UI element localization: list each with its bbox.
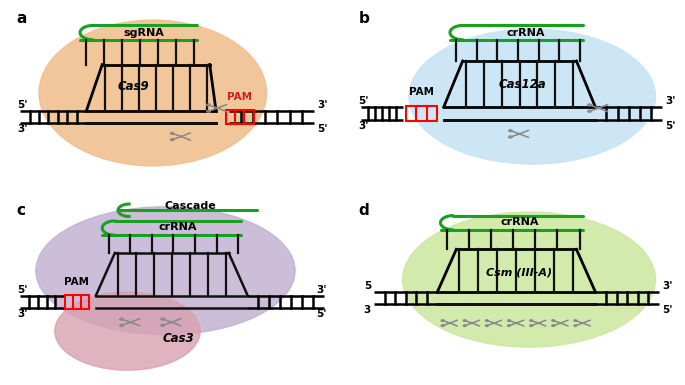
Text: Cas9: Cas9	[118, 80, 149, 93]
Text: 3': 3'	[316, 285, 327, 295]
Text: 3': 3'	[17, 124, 27, 134]
Text: Cascade: Cascade	[165, 201, 216, 211]
Text: 5': 5'	[316, 309, 327, 319]
Text: 5': 5'	[662, 305, 672, 315]
Ellipse shape	[36, 207, 295, 335]
Circle shape	[181, 136, 182, 137]
Text: Cas3: Cas3	[162, 332, 194, 345]
Text: 5': 5'	[17, 100, 27, 110]
Text: crRNA: crRNA	[500, 217, 539, 227]
Circle shape	[217, 108, 219, 109]
Ellipse shape	[39, 20, 266, 166]
Bar	[225, 110, 254, 124]
Text: 3': 3'	[17, 309, 27, 319]
Bar	[65, 295, 89, 309]
Bar	[406, 106, 437, 121]
Text: 5: 5	[364, 281, 371, 291]
Text: 3': 3'	[317, 100, 327, 110]
Text: 5': 5'	[358, 96, 369, 106]
Circle shape	[598, 108, 599, 109]
Text: PAM: PAM	[227, 92, 252, 102]
Text: 3: 3	[364, 305, 371, 315]
Text: b: b	[358, 11, 369, 26]
Text: 5': 5'	[17, 285, 27, 295]
Circle shape	[171, 322, 173, 323]
Text: PAM: PAM	[409, 87, 434, 97]
Text: d: d	[358, 203, 369, 218]
Text: c: c	[17, 203, 26, 218]
Text: sgRNA: sgRNA	[123, 28, 164, 38]
Ellipse shape	[55, 292, 200, 370]
Ellipse shape	[403, 212, 656, 347]
Text: a: a	[17, 11, 27, 26]
Text: 3': 3'	[665, 96, 675, 106]
Ellipse shape	[409, 29, 656, 164]
Text: 3': 3'	[358, 121, 369, 131]
Text: Csm (III-A): Csm (III-A)	[486, 268, 553, 278]
Text: 5': 5'	[665, 121, 675, 131]
Text: Cas12a: Cas12a	[499, 79, 547, 92]
Text: 5': 5'	[317, 124, 327, 134]
Text: 3': 3'	[662, 281, 672, 291]
Text: crRNA: crRNA	[159, 222, 197, 232]
Text: PAM: PAM	[64, 277, 90, 287]
Circle shape	[130, 322, 132, 323]
Text: crRNA: crRNA	[507, 28, 545, 38]
